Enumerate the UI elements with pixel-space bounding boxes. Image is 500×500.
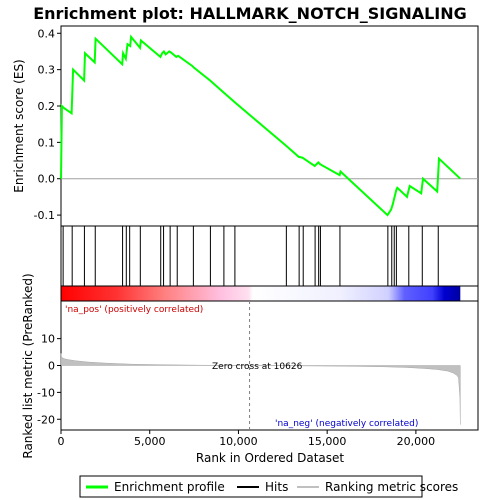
legend-label-enrichment: Enrichment profile <box>114 480 225 494</box>
es-panel: -0.1 0.0 0.1 0.2 0.3 0.4 Enrichment score (ES… <box>12 25 479 227</box>
es-y-tick-label: 0.1 <box>38 136 56 149</box>
x-axis-title: Rank in Ordered Dataset <box>196 451 344 465</box>
x-axis: 0 5,000 10,000 15,000 20,000 <box>58 430 436 448</box>
ranking-metric-area <box>60 353 461 425</box>
legend-label-hits: Hits <box>265 480 288 494</box>
hits-panel <box>60 225 479 287</box>
x-tick-label: 5,000 <box>134 435 166 448</box>
x-tick-label: 15,000 <box>308 435 347 448</box>
zero-cross-label: Zero cross at 10626 <box>212 362 303 372</box>
es-y-tick-label: 0.0 <box>38 173 56 186</box>
x-tick-label: 0 <box>58 435 65 448</box>
hit-markers <box>62 226 439 286</box>
x-tick-label: 20,000 <box>397 435 436 448</box>
chart-title: Enrichment plot: HALLMARK_NOTCH_SIGNALIN… <box>33 4 467 23</box>
pos-correlated-label: 'na_pos' (positively correlated) <box>65 305 203 315</box>
hits-panel-frame <box>60 225 479 287</box>
metric-y-tick-label: -10 <box>37 386 55 399</box>
enrichment-profile-line <box>60 34 461 217</box>
metric-y-tick-label: 10 <box>41 333 55 346</box>
es-y-tick-label: 0.2 <box>38 100 56 113</box>
neg-correlated-label: 'na_neg' (negatively correlated) <box>275 419 418 429</box>
metric-y-axis: -20 -10 0 10 <box>37 333 61 426</box>
metric-y-axis-title: Ranked list metric (PreRanked) <box>21 273 35 458</box>
es-y-tick-label: 0.4 <box>38 27 56 40</box>
es-y-tick-label: -0.1 <box>34 209 55 222</box>
metric-y-tick-label: -20 <box>37 413 55 426</box>
x-tick-label: 10,000 <box>219 435 258 448</box>
es-y-tick-label: 0.3 <box>38 64 56 77</box>
legend-label-metric: Ranking metric scores <box>325 480 458 494</box>
rank-heat-bar <box>60 285 479 302</box>
es-y-axis: -0.1 0.0 0.1 0.2 0.3 0.4 <box>34 27 61 222</box>
metric-y-tick-label: 0 <box>48 360 55 373</box>
es-y-axis-title: Enrichment score (ES) <box>12 59 26 192</box>
metric-panel: -20 -10 0 10 0 5,000 10,000 15,000 20,000 'na_p… <box>21 273 479 465</box>
heat-bar-rect <box>61 286 461 301</box>
legend: Enrichment profile Hits Ranking metric s… <box>79 475 458 498</box>
